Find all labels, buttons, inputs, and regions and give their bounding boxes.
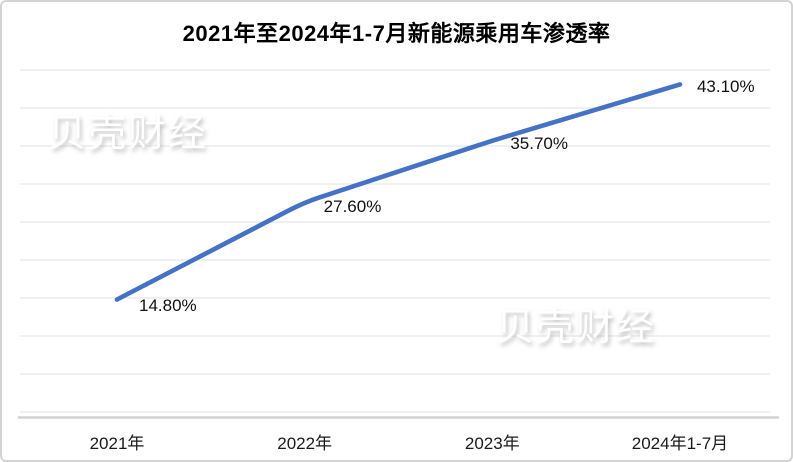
penetration-rate-trend-line [114, 82, 683, 302]
watermark-beike-finance-bottom: 贝壳财经 [496, 307, 657, 349]
x-axis-label: 2022年 [277, 434, 333, 453]
data-label: 35.70% [510, 133, 568, 153]
data-label: 27.60% [323, 197, 382, 217]
x-axis-label: 2021年 [89, 434, 145, 453]
data-label: 14.80% [139, 295, 197, 315]
data-label: 43.10% [696, 77, 755, 97]
x-axis-label: 2023年 [464, 434, 520, 453]
chart-title: 2021年至2024年1-7月新能源乘用车渗透率 [182, 21, 611, 46]
watermark-beike-finance-top: 贝壳财经 [48, 113, 209, 155]
x-axis-label: 2024年1-7月 [631, 434, 729, 453]
